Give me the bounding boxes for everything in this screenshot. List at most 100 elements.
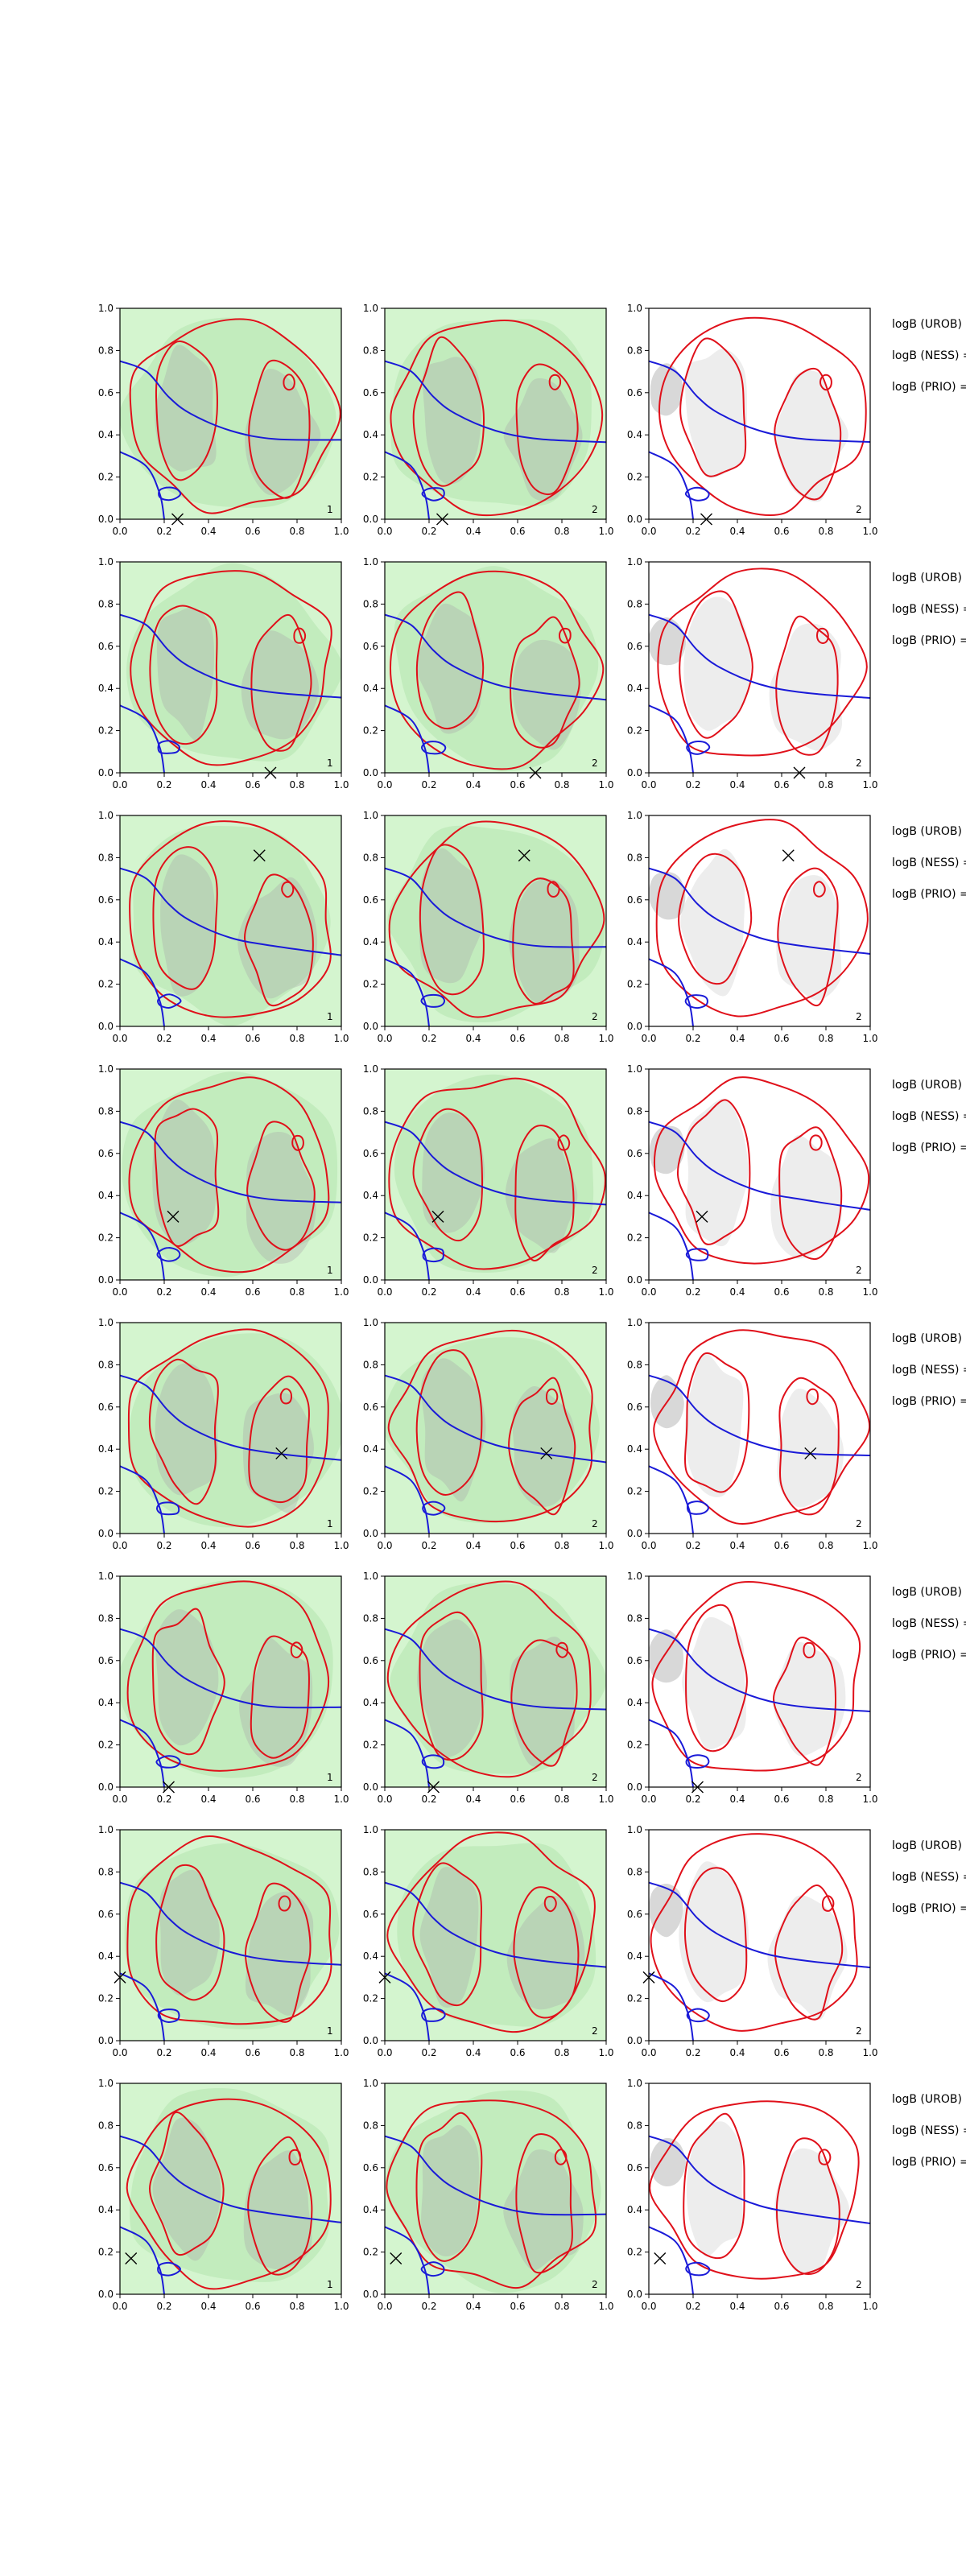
red-contour bbox=[148, 1358, 219, 1505]
x-tick-label: 0.4 bbox=[465, 1286, 481, 1298]
y-tick-label: 0.4 bbox=[627, 429, 642, 440]
marker-x bbox=[390, 2252, 402, 2264]
x-tick-label: 0.8 bbox=[818, 1033, 833, 1044]
panel-frame bbox=[648, 1575, 871, 1788]
filled-region-grey bbox=[152, 2117, 221, 2261]
red-contour-outer bbox=[386, 2099, 597, 2289]
blue-contour bbox=[385, 1121, 606, 1206]
x-tick-label: 0.6 bbox=[774, 2047, 789, 2058]
y-tick-label: 0.8 bbox=[363, 1359, 378, 1370]
filled-region-green bbox=[397, 1843, 597, 2027]
filled-region-grey bbox=[419, 1867, 479, 2008]
x-tick-label: 1.0 bbox=[333, 1794, 349, 1805]
red-contour bbox=[508, 1377, 576, 1516]
red-contour bbox=[683, 2112, 745, 2260]
y-tick-label: 0.6 bbox=[627, 2162, 642, 2174]
x-tick-label: 0.6 bbox=[774, 526, 789, 537]
filled-region-grey-dark bbox=[649, 1883, 683, 1938]
blue-contour bbox=[120, 1972, 165, 2041]
filled-region-grey bbox=[241, 630, 320, 740]
panel-plot-area bbox=[385, 1830, 606, 2041]
y-tick-label: 0.6 bbox=[627, 387, 642, 398]
red-contour-outer bbox=[386, 1580, 592, 1778]
x-tick-label: 0.0 bbox=[112, 526, 127, 537]
x-tick-label: 0.0 bbox=[641, 1794, 656, 1805]
filled-region-green bbox=[385, 2090, 601, 2293]
blue-contour bbox=[649, 958, 694, 1026]
y-tick-label: 0.8 bbox=[363, 1105, 378, 1117]
blue-contour bbox=[649, 1465, 694, 1534]
blue-contour bbox=[385, 958, 430, 1026]
filled-region-grey bbox=[683, 597, 751, 731]
y-tick-label: 0.2 bbox=[363, 1993, 378, 2004]
marker-x bbox=[654, 2252, 667, 2264]
blue-contour bbox=[649, 704, 694, 773]
red-contour-outer bbox=[127, 1328, 329, 1528]
x-tick-label: 0.6 bbox=[774, 1794, 789, 1805]
red-contour bbox=[515, 2133, 573, 2274]
y-tick-label: 0.4 bbox=[627, 936, 642, 947]
filled-region-grey-dark bbox=[649, 2137, 686, 2187]
x-tick-label: 0.2 bbox=[685, 1540, 700, 1551]
x-tick-label: 0.8 bbox=[289, 1286, 304, 1298]
y-tick-label: 0.8 bbox=[363, 345, 378, 356]
marker-x bbox=[540, 1447, 553, 1459]
filled-region-grey bbox=[773, 1641, 846, 1757]
y-tick-label: 0.2 bbox=[98, 1232, 114, 1244]
x-tick-label: 0.8 bbox=[289, 1794, 304, 1805]
blue-contour-small bbox=[156, 1246, 181, 1262]
contour-panel: 2 0.0 0.2 0.4 0.6 0.8 1.0 0.0 0.2 0.4 0.6 0.8 1.0 bbox=[627, 1317, 878, 1551]
logb-side-label: logB (NESS) = bbox=[892, 1364, 966, 1377]
y-tick-label: 0.2 bbox=[98, 979, 114, 990]
red-contour-outer bbox=[387, 1329, 593, 1523]
x-tick-label: 1.0 bbox=[598, 779, 613, 791]
blue-contour-small bbox=[422, 1501, 446, 1516]
red-contour bbox=[250, 613, 312, 752]
y-tick-label: 0.2 bbox=[627, 1232, 642, 1244]
contour-panel: 2 0.0 0.2 0.4 0.6 0.8 1.0 0.0 0.2 0.4 0.6 0.8 1.0 bbox=[627, 1571, 878, 1805]
logb-side-label: logB (PRIO) = bbox=[892, 2156, 966, 2169]
x-tick-label: 0.0 bbox=[377, 2301, 392, 2312]
panel-plot-area bbox=[649, 1069, 870, 1280]
x-tick-label: 0.0 bbox=[112, 2047, 127, 2058]
blue-contour bbox=[649, 1121, 870, 1211]
y-tick-label: 0.0 bbox=[363, 1274, 378, 1286]
x-tick-label: 1.0 bbox=[598, 2047, 613, 2058]
y-tick-label: 0.4 bbox=[98, 683, 114, 694]
y-tick-label: 0.0 bbox=[98, 2035, 114, 2046]
x-tick-label: 0.6 bbox=[245, 526, 260, 537]
logb-side-label: logB (PRIO) = bbox=[892, 888, 966, 901]
contour-panel: 1 0.0 0.2 0.4 0.6 0.8 1.0 0.0 0.2 0.4 0.6 0.8 1.0 bbox=[98, 1824, 349, 2058]
red-contour-small bbox=[283, 374, 295, 391]
red-contour bbox=[419, 1611, 484, 1761]
panel-index-label: 2 bbox=[856, 1518, 862, 1530]
blue-contour bbox=[120, 1374, 341, 1461]
blue-contour-small bbox=[686, 1501, 709, 1515]
y-tick-label: 0.0 bbox=[98, 1021, 114, 1032]
red-contour bbox=[248, 359, 311, 499]
red-contour-small bbox=[812, 881, 826, 898]
red-contour bbox=[155, 341, 218, 481]
contour-panel: 1 0.0 0.2 0.4 0.6 0.8 1.0 0.0 0.2 0.4 0.6 0.8 1.0 bbox=[98, 1063, 349, 1298]
x-tick-label: 1.0 bbox=[862, 2047, 877, 2058]
blue-contour-small bbox=[420, 2261, 445, 2277]
red-contour-small bbox=[558, 627, 572, 644]
panel-index-label: 2 bbox=[592, 2025, 598, 2037]
contour-panel: 2 0.0 0.2 0.4 0.6 0.8 1.0 0.0 0.2 0.4 0.6 0.8 1.0 bbox=[363, 810, 614, 1044]
filled-region-green bbox=[124, 1843, 340, 2029]
x-tick-label: 0.0 bbox=[112, 2301, 127, 2312]
y-tick-label: 0.8 bbox=[627, 2120, 642, 2131]
blue-contour bbox=[120, 1212, 165, 1280]
y-tick-label: 0.0 bbox=[363, 1781, 378, 1793]
y-tick-label: 0.0 bbox=[363, 1528, 378, 1539]
y-tick-label: 0.2 bbox=[363, 2247, 378, 2258]
blue-contour bbox=[120, 360, 341, 441]
marker-x bbox=[696, 1210, 708, 1223]
blue-contour bbox=[385, 1374, 606, 1463]
panel-frame bbox=[119, 308, 342, 520]
blue-contour bbox=[649, 1212, 694, 1280]
y-tick-label: 0.8 bbox=[363, 1866, 378, 1877]
marker-x bbox=[275, 1447, 288, 1459]
blue-contour bbox=[385, 867, 606, 948]
panel-index-label: 1 bbox=[327, 1265, 333, 1276]
